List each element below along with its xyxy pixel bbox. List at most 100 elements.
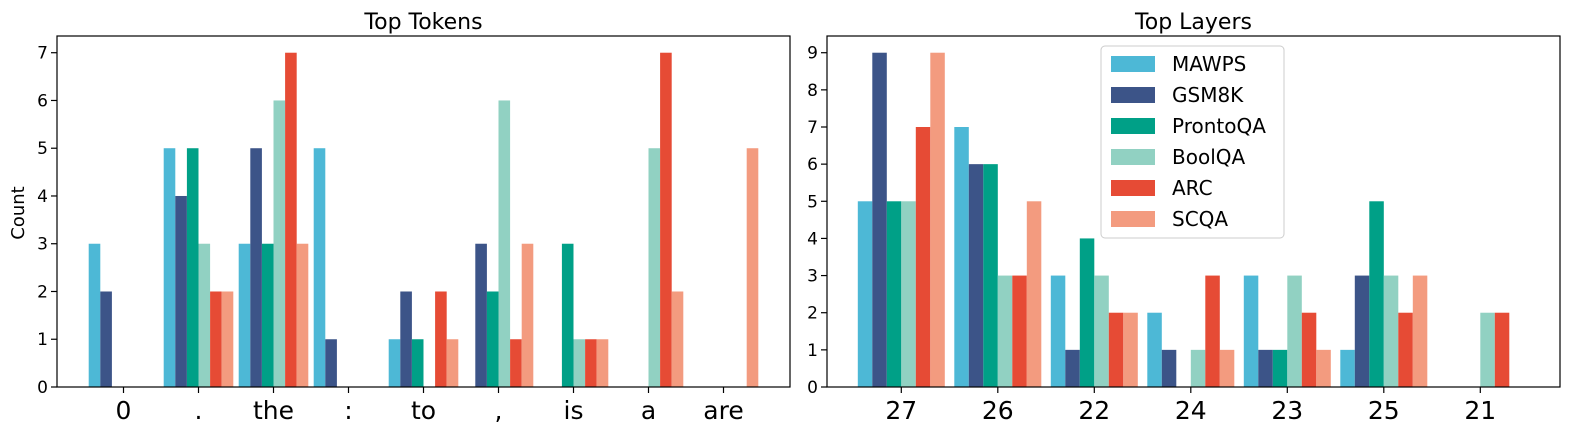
bar-scqa-24	[1219, 349, 1235, 387]
bar-prontoqa-is	[561, 243, 574, 387]
xtick-label-to: to	[411, 396, 436, 425]
bar-boolqa-the	[273, 100, 286, 387]
bar-gsm8k-sym	[475, 243, 487, 387]
bar-gsm8k-25	[1354, 275, 1370, 387]
bar-mawps-25	[1340, 349, 1355, 387]
bar-scqa-22	[1123, 312, 1138, 387]
xtick-label-sym: .	[195, 396, 203, 425]
top-layers-yaxis: 0 1 2 3 4 5 6 7 8 9	[807, 44, 827, 398]
bar-boolqa-a	[648, 148, 661, 387]
bar-gsm8k-26	[968, 164, 984, 387]
xtick-label-25: 25	[1368, 396, 1400, 425]
top-tokens-panel: Top Tokens Count 0 1 2 3 4 5 6 7 0. the: to, is a ar…	[8, 10, 791, 425]
top-layers-bars	[857, 52, 1510, 387]
bar-arc-22	[1108, 312, 1124, 387]
legend-swatch-gsm8k	[1111, 87, 1155, 103]
bar-scqa-sym	[521, 243, 534, 387]
bar-gsm8k-27	[872, 52, 887, 387]
bar-boolqa-27	[901, 201, 916, 387]
top-tokens-plot-frame	[56, 35, 791, 388]
legend-label-scqa: SCQA	[1172, 207, 1228, 231]
xtick-label-a: a	[641, 396, 656, 425]
ytick-label: 0	[37, 378, 48, 398]
bar-mawps-to	[388, 339, 401, 387]
ytick-label: 2	[37, 282, 48, 302]
ytick-label: 3	[37, 235, 48, 255]
bar-boolqa-25	[1383, 275, 1399, 387]
ytick-label: 8	[807, 81, 818, 101]
bar-arc-23	[1301, 312, 1317, 387]
bar-arc-the	[285, 52, 297, 387]
bar-mawps-sym	[313, 148, 326, 387]
bar-scqa-a	[671, 291, 684, 387]
bar-boolqa-26	[997, 275, 1013, 387]
bar-scqa-is	[596, 339, 609, 387]
ytick-label: 3	[807, 267, 818, 287]
legend-swatch-arc	[1111, 180, 1155, 196]
top-tokens-xaxis: 0. the: to, is a are	[116, 387, 744, 425]
top-layers-xaxis: 27 26 22 24 23 25 21	[885, 387, 1496, 425]
bar-arc-a	[660, 52, 672, 387]
bar-mawps-22	[1050, 275, 1066, 387]
bar-boolqa-is	[573, 339, 586, 387]
xtick-label-24: 24	[1175, 396, 1207, 425]
bar-boolqa-24	[1190, 349, 1206, 387]
legend-swatch-mawps	[1111, 56, 1155, 72]
bar-arc-is	[585, 339, 597, 387]
bar-boolqa-sym	[198, 243, 211, 387]
bar-arc-26	[1012, 275, 1027, 387]
bar-scqa-23	[1316, 349, 1331, 387]
bar-prontoqa-sym	[186, 148, 199, 387]
bar-gsm8k-to	[400, 291, 412, 387]
ytick-label: 5	[807, 192, 818, 212]
legend: MAWPS GSM8K ProntoQA BoolQA ARC SCQA	[1100, 45, 1285, 239]
legend-label-mawps: MAWPS	[1172, 52, 1246, 76]
xtick-label-21: 21	[1464, 396, 1496, 425]
bar-mawps-27	[857, 201, 873, 387]
bar-scqa-the	[296, 243, 309, 387]
legend-label-prontoqa: ProntoQA	[1172, 114, 1266, 138]
legend-swatch-boolqa	[1111, 149, 1155, 165]
top-tokens-bars	[88, 52, 759, 387]
bar-arc-27	[915, 127, 931, 387]
top-tokens-title: Top Tokens	[363, 10, 482, 35]
legend-label-gsm8k: GSM8K	[1172, 83, 1244, 107]
xtick-label-0: 0	[116, 396, 132, 425]
bar-arc-25	[1398, 312, 1413, 387]
bar-mawps-26	[954, 127, 969, 387]
bar-mawps-0	[88, 243, 101, 387]
bar-prontoqa-sym	[486, 291, 499, 387]
bar-scqa-25	[1412, 275, 1428, 387]
bar-boolqa-22	[1094, 275, 1109, 387]
bar-arc-sym	[210, 291, 222, 387]
bar-scqa-27	[930, 52, 945, 387]
top-layers-title: Top Layers	[1134, 10, 1252, 35]
top-tokens-yaxis: 0 1 2 3 4 5 6 7	[37, 44, 57, 398]
ytick-label: 6	[807, 155, 818, 175]
bar-boolqa-21	[1480, 312, 1495, 387]
xtick-label-26: 26	[982, 396, 1014, 425]
bar-prontoqa-to	[411, 339, 424, 387]
top-tokens-ylabel: Count	[8, 186, 29, 239]
bar-mawps-the	[238, 243, 251, 387]
bar-mawps-sym	[163, 148, 176, 387]
xtick-label-sym: :	[344, 396, 352, 425]
bar-gsm8k-sym	[325, 339, 337, 387]
ytick-label: 9	[807, 44, 818, 64]
bar-prontoqa-27	[886, 201, 902, 387]
legend-swatch-scqa	[1111, 211, 1155, 227]
ytick-label: 0	[807, 378, 818, 398]
bar-scqa-are	[746, 148, 759, 387]
legend-label-boolqa: BoolQA	[1172, 145, 1245, 169]
bar-gsm8k-22	[1065, 349, 1080, 387]
xtick-label-is: is	[564, 396, 584, 425]
ytick-label: 7	[807, 118, 818, 138]
ytick-label: 6	[37, 91, 48, 111]
xtick-label-are: are	[703, 396, 743, 425]
xtick-label-sym: ,	[495, 396, 503, 425]
top-layers-plot-frame	[826, 35, 1561, 388]
bar-mawps-23	[1243, 275, 1259, 387]
ytick-label: 1	[37, 330, 48, 350]
